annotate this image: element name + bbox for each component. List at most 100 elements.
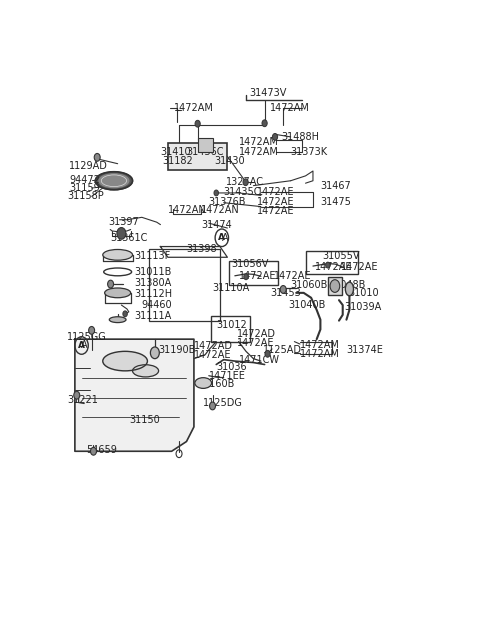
Circle shape	[94, 153, 100, 161]
Ellipse shape	[103, 351, 147, 371]
Text: 31182: 31182	[162, 156, 193, 166]
Text: 31374E: 31374E	[347, 346, 384, 355]
Text: 1472AE: 1472AE	[194, 350, 231, 360]
Ellipse shape	[109, 316, 126, 323]
Ellipse shape	[195, 378, 212, 389]
Text: 31475: 31475	[321, 197, 351, 207]
Text: 31373K: 31373K	[290, 146, 328, 156]
Text: 31112H: 31112H	[134, 289, 172, 299]
Circle shape	[117, 227, 126, 239]
Text: 31221: 31221	[67, 395, 98, 405]
Text: 1472AM: 1472AM	[239, 137, 278, 147]
Text: 1472AD: 1472AD	[237, 329, 276, 339]
Bar	[149, 249, 220, 321]
Circle shape	[265, 351, 270, 357]
Ellipse shape	[132, 365, 158, 377]
Ellipse shape	[96, 172, 132, 190]
Text: 1472AE: 1472AE	[257, 197, 295, 207]
Text: 1472AE: 1472AE	[257, 206, 295, 216]
Circle shape	[195, 120, 200, 127]
Text: 1471EE: 1471EE	[209, 371, 246, 380]
Text: 1125DG: 1125DG	[203, 399, 243, 408]
Text: 1125GG: 1125GG	[67, 332, 107, 342]
Text: 54659: 54659	[86, 445, 117, 455]
Text: 31011B: 31011B	[134, 267, 172, 277]
Text: 1472AE: 1472AE	[239, 271, 276, 281]
Circle shape	[74, 391, 80, 399]
Text: 94472: 94472	[69, 175, 100, 185]
Text: 31430: 31430	[215, 156, 245, 166]
Text: 31398: 31398	[186, 244, 217, 254]
Ellipse shape	[103, 249, 132, 260]
Text: 31435C: 31435C	[224, 187, 261, 197]
Circle shape	[325, 262, 330, 268]
Text: A: A	[81, 341, 87, 351]
Circle shape	[262, 120, 267, 127]
Text: 1472AE: 1472AE	[237, 338, 274, 348]
Text: 31113F: 31113F	[134, 251, 171, 261]
Text: 1472AM: 1472AM	[270, 103, 310, 113]
Circle shape	[210, 402, 216, 410]
Ellipse shape	[345, 282, 353, 296]
Circle shape	[280, 285, 286, 293]
Bar	[211, 316, 250, 342]
Text: 1472AM: 1472AM	[300, 349, 340, 359]
Text: 1472AE: 1472AE	[274, 271, 312, 281]
Text: 31410: 31410	[160, 146, 191, 156]
Text: 31036: 31036	[216, 363, 247, 372]
Text: 1125AD: 1125AD	[263, 346, 302, 355]
Text: A: A	[218, 234, 225, 242]
Text: 31397: 31397	[108, 217, 139, 227]
Bar	[198, 139, 213, 152]
Text: 1471CW: 1471CW	[239, 354, 279, 365]
Text: 31158P: 31158P	[67, 191, 104, 201]
Text: 31488H: 31488H	[281, 132, 319, 142]
Text: 31056V: 31056V	[231, 259, 268, 268]
Bar	[168, 142, 228, 170]
Text: 31111A: 31111A	[134, 311, 172, 322]
Text: 31110A: 31110A	[213, 283, 250, 293]
Text: 1472AN: 1472AN	[168, 205, 206, 215]
Bar	[328, 277, 342, 295]
Text: 1129AD: 1129AD	[69, 161, 108, 171]
Text: 31048B: 31048B	[328, 280, 365, 289]
Text: 31150: 31150	[129, 415, 159, 425]
Circle shape	[214, 190, 218, 196]
Circle shape	[89, 327, 95, 334]
Text: 31012: 31012	[216, 320, 247, 330]
Text: 1327AC: 1327AC	[226, 177, 264, 187]
Text: 31361C: 31361C	[110, 233, 147, 243]
Text: A: A	[78, 341, 85, 350]
Text: 31040B: 31040B	[289, 300, 326, 310]
Text: A: A	[222, 233, 228, 243]
Bar	[305, 251, 358, 274]
Text: 31055V: 31055V	[322, 251, 360, 261]
Text: 1472AE: 1472AE	[315, 262, 352, 272]
Text: 1472AM: 1472AM	[300, 340, 340, 350]
Circle shape	[108, 280, 114, 288]
Text: 31190B: 31190B	[158, 346, 196, 355]
Ellipse shape	[99, 174, 129, 187]
Circle shape	[150, 347, 159, 359]
Text: 1472AD: 1472AD	[194, 341, 233, 351]
Text: 31453: 31453	[270, 288, 301, 298]
Text: 94460: 94460	[142, 300, 172, 310]
Circle shape	[273, 134, 277, 141]
Polygon shape	[75, 339, 194, 451]
Text: 31039A: 31039A	[345, 303, 382, 313]
Bar	[229, 261, 277, 285]
Text: 1472AN: 1472AN	[202, 205, 240, 215]
Text: 31473V: 31473V	[250, 88, 287, 98]
Circle shape	[243, 179, 248, 185]
Text: 31474: 31474	[202, 220, 232, 230]
Text: 31467: 31467	[321, 180, 351, 191]
Text: 1472AM: 1472AM	[239, 146, 278, 156]
Text: 31010: 31010	[348, 288, 379, 298]
Text: 31380A: 31380A	[134, 278, 172, 288]
Text: 1472AE: 1472AE	[257, 187, 295, 197]
Circle shape	[244, 274, 248, 280]
Text: 1472AM: 1472AM	[173, 103, 213, 113]
Circle shape	[123, 311, 127, 316]
Circle shape	[91, 448, 96, 455]
Text: 31159: 31159	[69, 183, 100, 193]
